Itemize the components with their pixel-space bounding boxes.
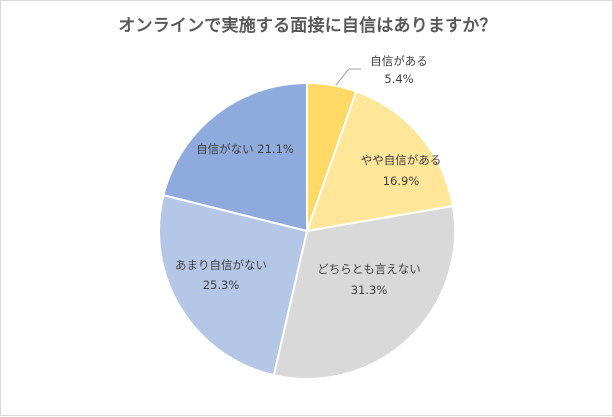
pie-slice-neutral <box>272 204 456 380</box>
slice-value-somewhat-confident: 16.9% <box>383 174 420 188</box>
slice-label-confident: 自信がある <box>370 54 428 68</box>
slice-value-confident: 5.4% <box>384 72 413 86</box>
pie-slice-somewhat-confident <box>305 90 455 233</box>
pie-slice-not-very-confident <box>158 193 309 377</box>
pie-slice-not-confident <box>162 81 308 233</box>
slice-label-somewhat-confident: やや自信がある <box>361 153 442 167</box>
leader-line <box>335 68 361 86</box>
chart-title: オンラインで実施する面接に自信はありますか？ <box>118 16 497 36</box>
slice-label-not-confident: 自信がない 21.1% <box>196 142 294 156</box>
slice-value-neutral: 31.3% <box>351 283 388 297</box>
slice-label-not-very-confident: あまり自信がない <box>175 258 267 272</box>
slice-label-neutral: どちらとも言えない <box>317 262 421 276</box>
slice-value-not-very-confident: 25.3% <box>203 278 240 292</box>
